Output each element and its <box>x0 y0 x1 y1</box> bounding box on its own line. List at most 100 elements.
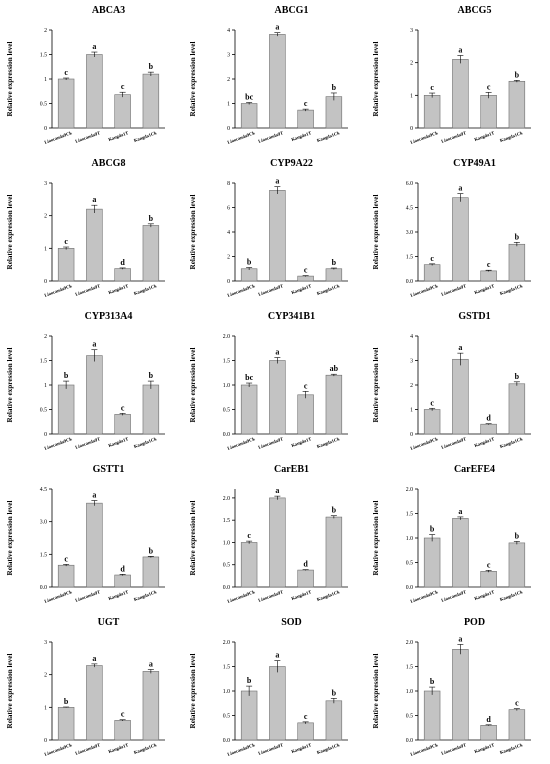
x-tick-label: Liaocanda9T <box>441 742 467 756</box>
y-tick-label: 0.0 <box>223 738 230 744</box>
y-tick-label: 0 <box>44 279 47 285</box>
chart-panel: CYP49A1 Relative expression level 0.0 1.5 3.… <box>366 153 549 305</box>
bar <box>86 665 103 741</box>
chart-title: ABCG5 <box>458 5 492 16</box>
y-tick-label: 0.5 <box>223 408 230 414</box>
bar <box>86 54 103 129</box>
x-tick-label: Liaocanda9T <box>258 436 284 450</box>
significance-letter: ab <box>330 364 339 373</box>
chart-panel: CarEB1 Relative expression level 0.0 0.5 1.0… <box>183 459 366 611</box>
bar <box>57 707 75 741</box>
significance-letter: b <box>430 525 435 534</box>
x-tick-label: Liaocanda9T <box>258 283 284 297</box>
bar <box>452 358 469 435</box>
y-tick-label: 1.5 <box>406 512 413 518</box>
significance-letter: c <box>430 83 434 92</box>
chart-title: CYP313A4 <box>85 311 133 322</box>
chart-panel: ABCG1 Relative expression level 0 1 2 3 4 bc Lia… <box>183 0 366 152</box>
bar <box>240 268 258 282</box>
y-tick-label: 0 <box>227 279 230 285</box>
y-axis-label: Relative expression level <box>6 195 14 270</box>
significance-letter: b <box>247 258 252 267</box>
y-axis-label: Relative expression level <box>372 654 380 729</box>
x-tick-label: Liaocanda9Ck <box>227 130 256 145</box>
significance-letter: a <box>458 45 462 54</box>
y-tick-label: 1.5 <box>406 255 413 261</box>
x-tick-label: Liaocanda9T <box>75 589 101 603</box>
chart-panel: GSTD1 Relative expression level 0 1 2 3 4 c Liao… <box>366 306 549 458</box>
x-tick-label: Liaocanda9Ck <box>410 130 439 145</box>
y-axis-label: Relative expression level <box>189 195 197 270</box>
bar-chart: GSTD1 Relative expression level 0 1 2 3 4 c Liao… <box>372 311 531 451</box>
bar <box>325 268 343 282</box>
y-tick-label: 0.0 <box>223 585 230 591</box>
y-tick-label: 3 <box>44 640 47 646</box>
y-tick-label: 0.0 <box>40 585 47 591</box>
bar <box>452 197 469 282</box>
y-tick-label: 1.5 <box>223 359 230 365</box>
chart-panel: GSTT1 Relative expression level 0.0 1.5 3.0 4… <box>0 459 183 611</box>
y-tick-label: 1 <box>410 93 413 99</box>
y-tick-label: 0.5 <box>40 408 47 414</box>
bar <box>480 423 497 435</box>
x-tick-label: Liaocanda9Ck <box>410 742 439 757</box>
x-tick-label: Liaocanda9T <box>258 742 284 756</box>
bar <box>480 571 497 588</box>
x-tick-label: Liaocanda9Ck <box>44 283 73 298</box>
y-tick-label: 0.0 <box>223 432 230 438</box>
chart-panel: CYP313A4 Relative expression level 0 0.5 1 1.… <box>0 306 183 458</box>
bar <box>269 190 286 282</box>
x-tick-label: Kangda1Ck <box>499 589 523 602</box>
x-tick-label: Kangda1Ck <box>499 130 523 143</box>
bar <box>114 720 131 741</box>
significance-letter: d <box>486 414 491 423</box>
x-tick-label: Kangda1T <box>108 589 129 601</box>
significance-letter: b <box>332 506 337 515</box>
x-tick-label: Kangda1Ck <box>316 742 340 755</box>
chart-title: ABCG1 <box>275 5 309 16</box>
y-tick-label: 1.0 <box>406 536 413 542</box>
x-tick-label: Liaocanda9Ck <box>227 436 256 451</box>
significance-letter: c <box>64 68 68 77</box>
y-tick-label: 2 <box>44 214 47 220</box>
significance-letter: a <box>92 42 96 51</box>
y-axis-label: Relative expression level <box>189 42 197 117</box>
y-tick-label: 0.5 <box>406 561 413 567</box>
x-tick-label: Liaocanda9Ck <box>44 589 73 604</box>
y-axis-label: Relative expression level <box>6 654 14 729</box>
x-tick-label: Liaocanda9Ck <box>227 283 256 298</box>
chart-panel: SOD Relative expression level 0.0 0.5 1.0 1.5… <box>183 612 366 764</box>
y-tick-label: 2 <box>410 61 413 67</box>
significance-letter: bc <box>245 373 253 382</box>
bar <box>325 96 343 129</box>
significance-letter: c <box>487 560 491 569</box>
x-tick-label: Kangda1Ck <box>316 283 340 296</box>
chart-title: CYP49A1 <box>453 158 496 169</box>
significance-letter: c <box>515 699 519 708</box>
y-tick-label: 1.5 <box>223 665 230 671</box>
bar <box>508 80 526 129</box>
chart-title: SOD <box>281 617 302 628</box>
y-axis-label: Relative expression level <box>189 654 197 729</box>
y-tick-label: 1.0 <box>223 689 230 695</box>
bar <box>57 384 75 435</box>
bar-chart: ABCA3 Relative expression level 0 0.5 1 1.5 2 c… <box>6 5 165 145</box>
bar <box>86 208 103 282</box>
y-tick-label: 2 <box>44 334 47 340</box>
x-tick-label: Kangda1T <box>108 436 129 448</box>
x-tick-label: Kangda1T <box>291 130 312 142</box>
y-tick-label: 4 <box>410 334 413 340</box>
y-tick-label: 3.0 <box>406 230 413 236</box>
y-axis-label: Relative expression level <box>372 42 380 117</box>
significance-letter: a <box>92 491 96 500</box>
significance-letter: a <box>275 177 279 186</box>
bar <box>452 649 469 741</box>
chart-title: ABCG8 <box>92 158 126 169</box>
significance-letter: a <box>92 340 96 349</box>
x-tick-label: Kangda1Ck <box>499 742 523 755</box>
bar-chart: CYP341B1 Relative expression level 0.0 0.5 1… <box>189 311 348 451</box>
significance-letter: a <box>275 651 279 660</box>
x-tick-label: Kangda1Ck <box>316 589 340 602</box>
bar <box>297 394 314 435</box>
